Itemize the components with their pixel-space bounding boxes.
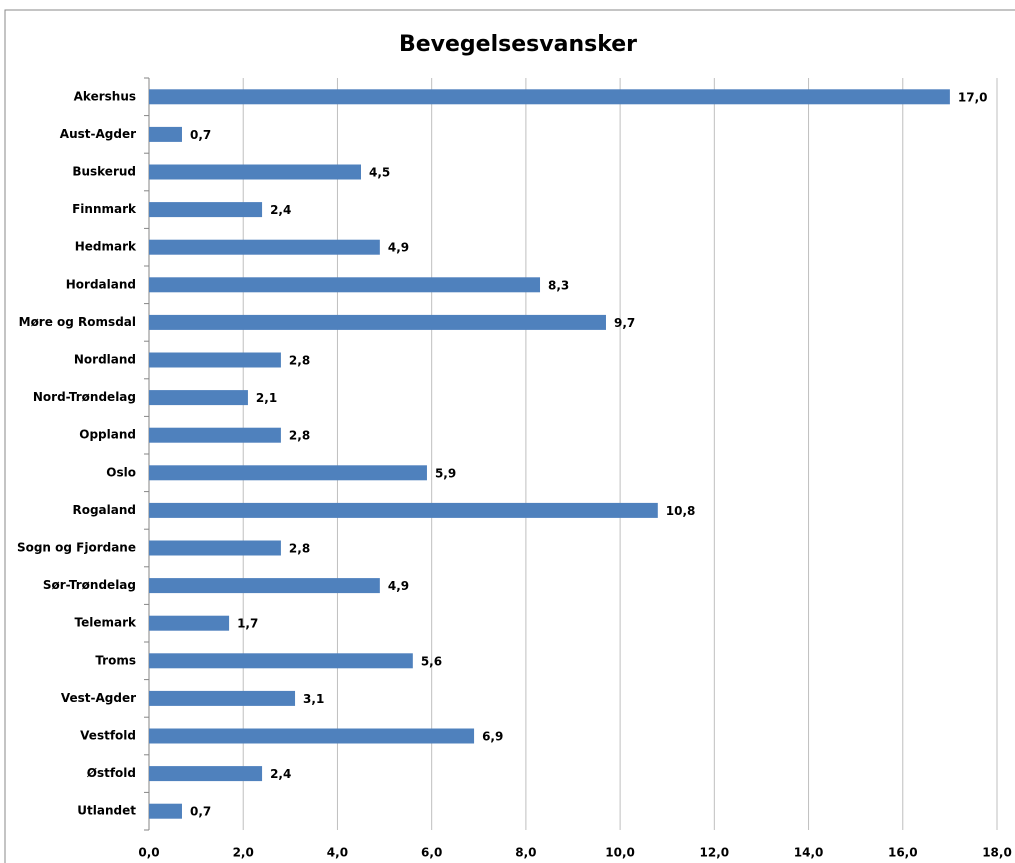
- y-tick-label: Nord-Trøndelag: [33, 390, 136, 404]
- y-tick-label: Oppland: [79, 428, 136, 442]
- y-tick-label: Nordland: [74, 353, 136, 367]
- data-label: 4,9: [388, 579, 409, 593]
- bar: [149, 277, 541, 293]
- data-label: 4,9: [388, 241, 409, 255]
- y-tick-label: Utlandet: [77, 804, 136, 818]
- bar: [149, 314, 606, 330]
- data-label: 2,1: [256, 391, 277, 405]
- y-tick-label: Sogn og Fjordane: [17, 541, 136, 555]
- data-label: 8,3: [548, 278, 569, 292]
- y-tick-label: Vest-Agder: [61, 691, 136, 705]
- data-label: 17,0: [958, 90, 988, 104]
- data-label: 3,1: [303, 692, 324, 706]
- data-label: 0,7: [190, 128, 211, 142]
- bar: [149, 352, 281, 368]
- x-tick-label: 18,0: [982, 846, 1012, 860]
- y-tick-label: Hedmark: [75, 240, 137, 254]
- bar: [149, 126, 182, 142]
- bar: [149, 766, 263, 782]
- data-label: 2,4: [270, 203, 291, 217]
- data-label: 1,7: [237, 617, 258, 631]
- data-label: 2,8: [289, 542, 310, 556]
- x-tick-label: 2,0: [233, 846, 254, 860]
- data-label: 6,9: [482, 730, 503, 744]
- bar: [149, 502, 658, 518]
- data-label: 4,5: [369, 166, 390, 180]
- bar: [149, 690, 296, 706]
- data-label: 10,8: [666, 504, 696, 518]
- y-tick-label: Troms: [95, 653, 136, 667]
- bar: [149, 164, 361, 180]
- bar: [149, 615, 230, 631]
- bar: [149, 578, 380, 594]
- data-label: 5,9: [435, 466, 456, 480]
- bar: [149, 89, 950, 105]
- bar: [149, 728, 475, 744]
- x-tick-label: 10,0: [605, 846, 635, 860]
- y-tick-label: Sør-Trøndelag: [43, 578, 136, 592]
- bar: [149, 390, 248, 406]
- bar: [149, 239, 380, 255]
- y-tick-label: Akershus: [74, 89, 136, 103]
- y-tick-label: Oslo: [106, 465, 136, 479]
- y-tick-label: Buskerud: [72, 165, 136, 179]
- chart-title: Bevegelsesvansker: [399, 32, 637, 57]
- data-label: 2,8: [289, 354, 310, 368]
- y-tick-label: Aust-Agder: [60, 127, 136, 141]
- y-tick-label: Telemark: [75, 616, 138, 630]
- y-tick-label: Finnmark: [72, 202, 137, 216]
- data-label: 5,6: [421, 654, 442, 668]
- bar: [149, 540, 281, 556]
- x-tick-label: 12,0: [700, 846, 730, 860]
- x-tick-label: 0,0: [138, 846, 159, 860]
- data-label: 0,7: [190, 805, 211, 819]
- x-tick-label: 8,0: [515, 846, 536, 860]
- chart-border: [4, 9, 1015, 863]
- bar: [149, 803, 182, 819]
- x-tick-label: 4,0: [327, 846, 348, 860]
- y-tick-label: Rogaland: [72, 503, 136, 517]
- bar: [149, 427, 281, 443]
- data-label: 9,7: [614, 316, 635, 330]
- y-tick-label: Møre og Romsdal: [19, 315, 136, 329]
- x-tick-label: 6,0: [421, 846, 442, 860]
- y-tick-label: Vestfold: [80, 729, 136, 743]
- x-tick-label: 16,0: [888, 846, 918, 860]
- y-tick-label: Østfold: [87, 766, 136, 780]
- bar: [149, 202, 263, 218]
- bar: [149, 653, 413, 669]
- y-tick-label: Hordaland: [66, 277, 136, 291]
- data-label: 2,4: [270, 767, 291, 781]
- data-label: 2,8: [289, 429, 310, 443]
- x-tick-label: 14,0: [794, 846, 824, 860]
- bar: [149, 465, 427, 481]
